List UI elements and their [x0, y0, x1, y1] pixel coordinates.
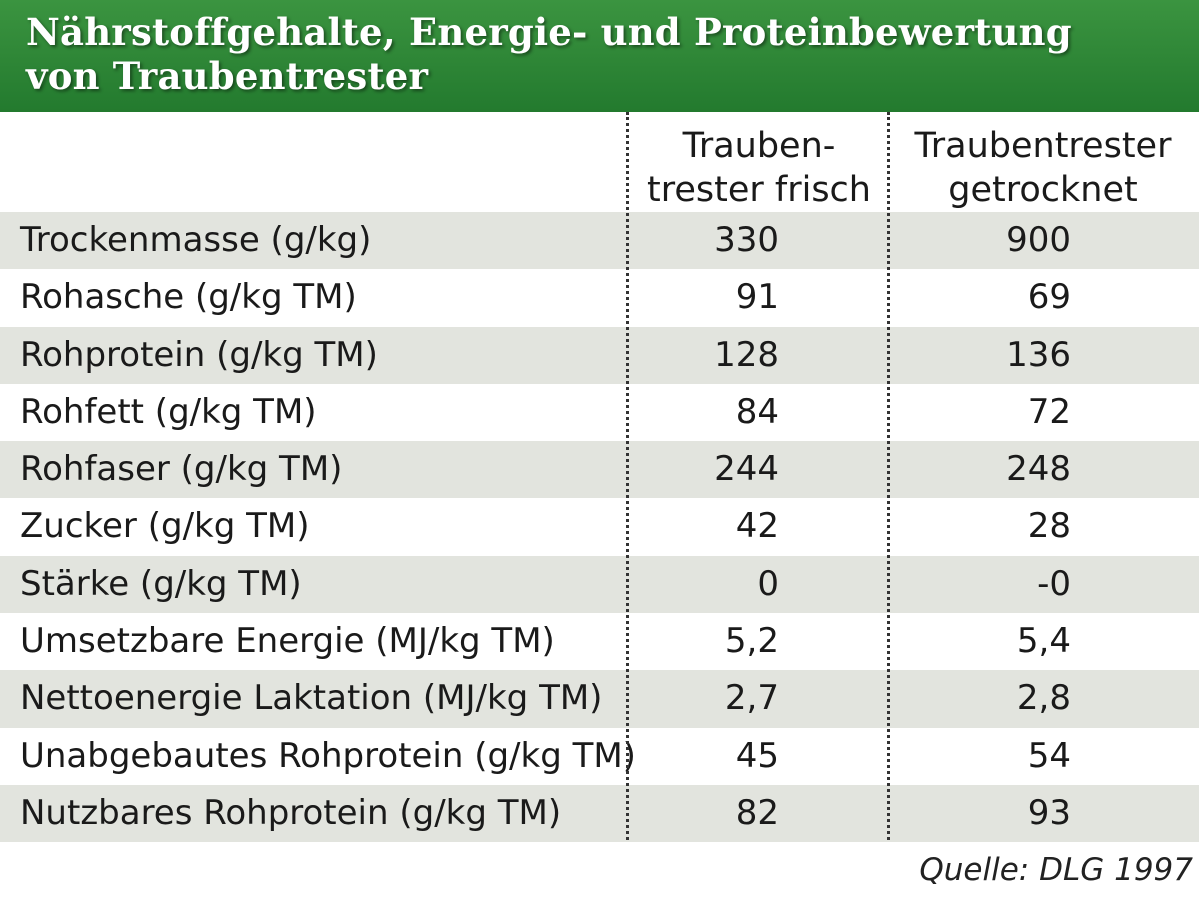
title-line-1: Nährstoffgehalte, Energie- und Proteinbe…: [26, 10, 1072, 54]
table-row: Rohfett (g/kg TM) 84 72: [0, 384, 1199, 441]
column-divider: [626, 112, 629, 840]
column-header-frisch-line-1: Trauben-: [682, 126, 836, 166]
value-frisch: 5,2: [724, 621, 779, 662]
source-note: Quelle: DLG 1997: [919, 852, 1193, 888]
table-row: Nutzbares Rohprotein (g/kg TM) 82 93: [0, 784, 1199, 843]
value-frisch: 84: [735, 391, 779, 432]
value-frisch: 128: [714, 334, 779, 375]
value-getrocknet: 93: [1027, 792, 1071, 833]
value-getrocknet: 900: [1006, 220, 1071, 260]
column-header-frisch-line-2: trester frisch: [647, 170, 871, 210]
table-row: Zucker (g/kg TM) 42 28: [0, 498, 1199, 555]
value-getrocknet: 28: [1027, 506, 1071, 547]
row-label: Rohprotein (g/kg TM): [20, 334, 378, 375]
value-frisch: 2,7: [724, 678, 779, 719]
value-getrocknet: 136: [1006, 334, 1071, 375]
column-header-getrocknet-line-2: getrocknet: [948, 170, 1138, 210]
row-label: Rohfaser (g/kg TM): [20, 449, 343, 490]
table-row: Nettoenergie Laktation (MJ/kg TM) 2,7 2,8: [0, 670, 1199, 728]
table-row: Umsetzbare Energie (MJ/kg TM) 5,2 5,4: [0, 613, 1199, 670]
value-getrocknet: 72: [1027, 391, 1071, 432]
value-frisch: 0: [757, 563, 779, 604]
value-frisch: 42: [735, 506, 779, 547]
row-label: Nettoenergie Laktation (MJ/kg TM): [20, 678, 603, 719]
row-label: Rohfett (g/kg TM): [20, 391, 317, 432]
table-row: Unabgebautes Rohprotein (g/kg TM) 45 54: [0, 728, 1199, 785]
row-label: Umsetzbare Energie (MJ/kg TM): [20, 621, 555, 662]
column-header-getrocknet: Traubentrester getrocknet: [890, 124, 1196, 212]
value-frisch: 82: [735, 792, 779, 833]
row-label: Stärke (g/kg TM): [20, 563, 302, 604]
row-label: Rohasche (g/kg TM): [20, 277, 357, 318]
table-row: Trockenmasse (g/kg) 330 900: [0, 212, 1199, 270]
table-header-row: Trauben- trester frisch Traubentrester g…: [0, 112, 1199, 212]
column-header-getrocknet-line-1: Traubentrester: [914, 126, 1172, 166]
table-row: Rohfaser (g/kg TM) 244 248: [0, 441, 1199, 499]
row-label: Trockenmasse (g/kg): [20, 220, 372, 260]
value-frisch: 45: [735, 735, 779, 776]
page-title: Nährstoffgehalte, Energie- und Proteinbe…: [26, 10, 1199, 98]
value-frisch: 244: [714, 449, 779, 490]
row-label: Zucker (g/kg TM): [20, 506, 310, 547]
row-label: Unabgebautes Rohprotein (g/kg TM): [20, 735, 636, 776]
title-line-2: von Traubentrester: [26, 54, 429, 98]
column-header-frisch: Trauben- trester frisch: [630, 124, 888, 212]
title-bar: Nährstoffgehalte, Energie- und Proteinbe…: [0, 0, 1199, 112]
table-row: Stärke (g/kg TM) 0 -0: [0, 555, 1199, 614]
value-getrocknet: 69: [1027, 277, 1071, 318]
value-frisch: 330: [714, 220, 779, 260]
nutrient-table: Trauben- trester frisch Traubentrester g…: [0, 112, 1199, 843]
table-body: Trockenmasse (g/kg) 330 900 Rohasche (g/kg …: [0, 212, 1199, 843]
table-row: Rohasche (g/kg TM) 91 69: [0, 269, 1199, 326]
value-getrocknet: 2,8: [1016, 678, 1071, 719]
value-getrocknet: 248: [1006, 449, 1071, 490]
value-getrocknet: -0: [1037, 563, 1071, 604]
column-divider: [887, 112, 890, 840]
value-getrocknet: 5,4: [1016, 621, 1071, 662]
value-getrocknet: 54: [1027, 735, 1071, 776]
value-frisch: 91: [735, 277, 779, 318]
table-row: Rohprotein (g/kg TM) 128 136: [0, 326, 1199, 384]
row-label: Nutzbares Rohprotein (g/kg TM): [20, 792, 562, 833]
